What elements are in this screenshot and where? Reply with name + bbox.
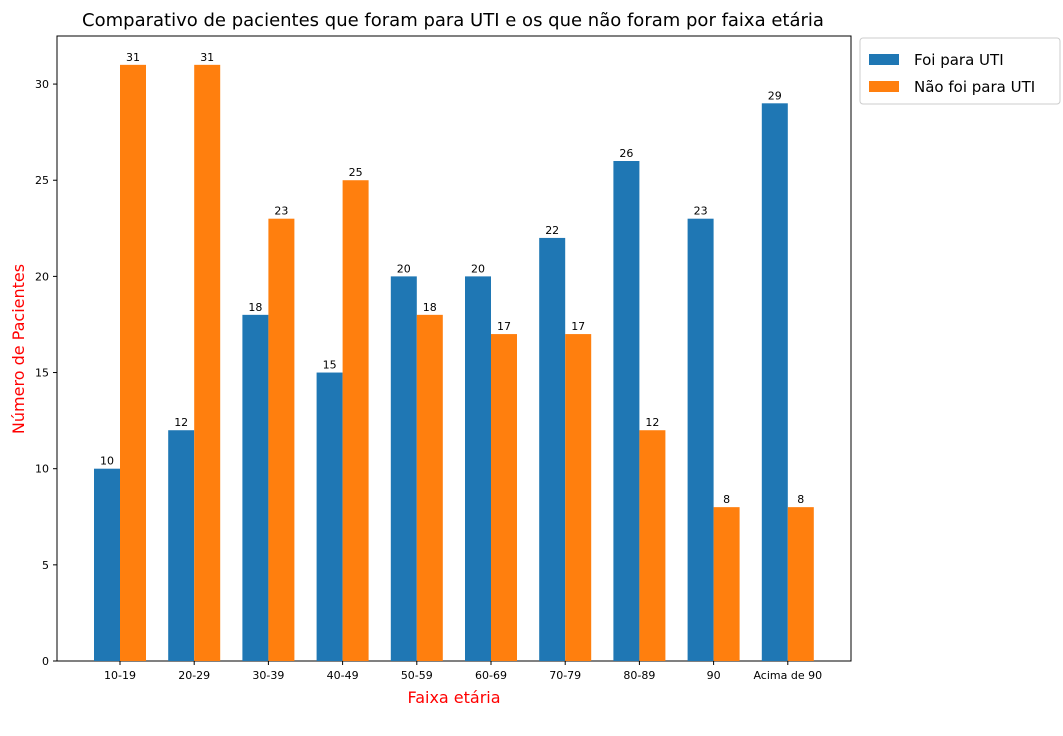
bar-nao-foi-para-uti	[565, 334, 592, 661]
bar-value-label: 12	[174, 416, 188, 429]
legend-label-foi: Foi para UTI	[914, 51, 1004, 69]
bar-nao-foi-para-uti	[268, 218, 295, 661]
x-tick-label: 20-29	[178, 669, 210, 682]
legend-swatch-nao-foi	[869, 81, 899, 92]
bar-value-label: 12	[645, 416, 659, 429]
bar-nao-foi-para-uti	[120, 64, 146, 662]
bar-nao-foi-para-uti	[787, 507, 814, 661]
bar-value-label: 10	[100, 455, 114, 468]
legend-swatch-foi	[869, 54, 899, 65]
y-tick-label: 15	[35, 367, 49, 380]
y-tick-label: 5	[42, 559, 49, 572]
bar-value-label: 23	[694, 205, 708, 218]
y-tick-label: 0	[42, 655, 49, 668]
x-axis: 10-19 20-29 30-39 40-49 50-59 60-69 70-79 80-89…	[104, 661, 822, 682]
bar-value-label: 8	[797, 493, 804, 506]
legend-label-nao-foi: Não foi para UTI	[914, 78, 1035, 96]
bar-nao-foi-para-uti	[194, 64, 221, 662]
bar-foi-para-uti	[390, 276, 417, 661]
bar-nao-foi-para-uti	[416, 314, 443, 661]
x-tick-label: 40-49	[327, 669, 359, 682]
bar-value-label: 18	[248, 301, 262, 314]
x-tick-label: 50-59	[401, 669, 433, 682]
y-tick-label: 10	[35, 463, 49, 476]
chart-title: Comparativo de pacientes que foram para …	[82, 10, 824, 31]
bar-value-label: 20	[397, 262, 411, 275]
x-axis-label: Faixa etária	[407, 688, 500, 707]
bar-value-label: 17	[571, 320, 585, 333]
bar-value-label: 31	[200, 51, 214, 64]
legend: Foi para UTI Não foi para UTI	[859, 37, 1061, 105]
bar-nao-foi-para-uti	[639, 430, 666, 661]
x-tick-label: Acima de 90	[753, 669, 822, 682]
y-axis-label: Número de Pacientes	[9, 264, 28, 434]
y-tick-label: 30	[35, 78, 49, 91]
bar-labels: 10 31 12 31 18 23 15 25 20 18 20 17 22 17 26 12 23 8 29 8	[100, 51, 804, 506]
y-tick-label: 20	[35, 270, 49, 283]
x-tick-label: 60-69	[475, 669, 507, 682]
x-tick-label: 10-19	[104, 669, 136, 682]
x-tick-label: 30-39	[252, 669, 284, 682]
bar-value-label: 17	[497, 320, 511, 333]
y-axis: 0 5 10 15 20 25 30	[35, 78, 57, 668]
bar-nao-foi-para-uti	[713, 507, 740, 661]
bar-foi-para-uti	[316, 372, 343, 661]
y-tick-label: 25	[35, 174, 49, 187]
bar-foi-para-uti	[94, 468, 120, 661]
bars	[94, 64, 814, 662]
bar-value-label: 20	[471, 262, 485, 275]
bar-foi-para-uti	[539, 237, 566, 661]
bar-value-label: 15	[323, 359, 337, 372]
bar-foi-para-uti	[687, 218, 714, 661]
bar-value-label: 31	[126, 51, 140, 64]
bar-value-label: 26	[619, 147, 633, 160]
x-tick-label: 90	[707, 669, 721, 682]
plot-area: 0 5 10 15 20 25 30 10-19 20-29 30-39 40-49 50-59 60…	[35, 35, 852, 682]
bar-value-label: 8	[723, 493, 730, 506]
bar-foi-para-uti	[613, 161, 640, 661]
bar-value-label: 18	[423, 301, 437, 314]
x-tick-label: 70-79	[549, 669, 581, 682]
bar-value-label: 22	[545, 224, 559, 237]
bar-foi-para-uti	[761, 103, 788, 662]
bar-nao-foi-para-uti	[491, 334, 517, 661]
bar-value-label: 25	[349, 166, 363, 179]
bar-value-label: 29	[768, 89, 782, 102]
plot-frame	[56, 35, 852, 662]
bar-foi-para-uti	[168, 430, 195, 661]
bar-nao-foi-para-uti	[342, 180, 369, 661]
bar-value-label: 23	[274, 205, 288, 218]
bar-foi-para-uti	[242, 314, 269, 661]
x-tick-label: 80-89	[623, 669, 655, 682]
legend-frame	[859, 37, 1061, 105]
bar-foi-para-uti	[465, 276, 491, 661]
